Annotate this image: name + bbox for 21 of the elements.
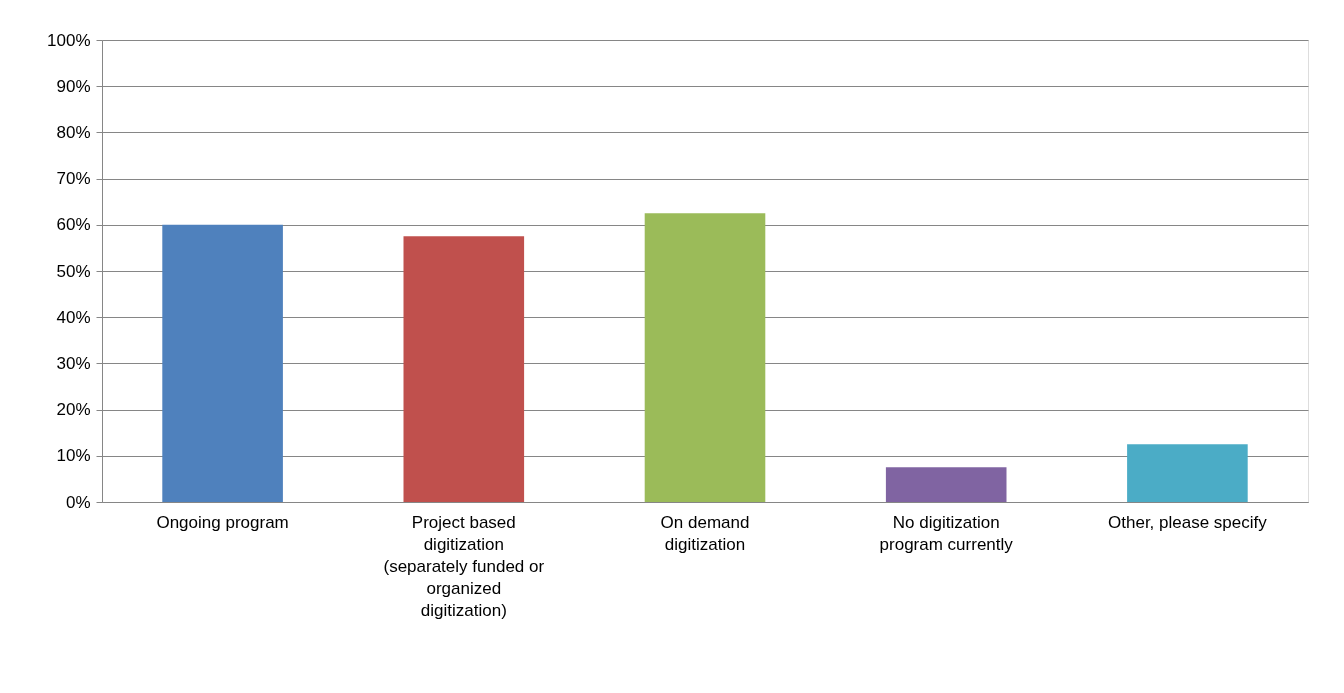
- bar: [162, 224, 283, 502]
- y-tick-label: 80%: [56, 122, 91, 142]
- y-tick-label: 0%: [65, 492, 91, 512]
- bar: [403, 236, 525, 502]
- x-tick-label: Project based digitization (separately funded or organized digitization): [383, 512, 545, 620]
- bar: [885, 467, 1007, 502]
- x-tick-label: On demand digitization: [660, 512, 750, 554]
- bar: [644, 213, 766, 502]
- x-tick-label: Other, please specify: [1108, 512, 1268, 532]
- bar: [1127, 444, 1248, 502]
- x-tick-label: No digitization program currently: [879, 512, 1014, 554]
- y-tick-label: 20%: [56, 400, 91, 420]
- y-tick-label: 40%: [56, 307, 91, 327]
- y-tick-label: 90%: [56, 76, 91, 96]
- y-tick-label: 10%: [56, 446, 91, 466]
- y-tick-label: 60%: [56, 215, 91, 235]
- y-tick-label: 30%: [56, 353, 91, 373]
- y-tick-label: 70%: [56, 169, 91, 189]
- y-tick-label: 100%: [47, 30, 91, 50]
- x-tick-label: Ongoing program: [156, 512, 289, 532]
- y-tick-label: 50%: [56, 261, 91, 281]
